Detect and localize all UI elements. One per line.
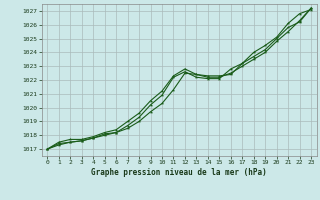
X-axis label: Graphe pression niveau de la mer (hPa): Graphe pression niveau de la mer (hPa) [91, 168, 267, 177]
